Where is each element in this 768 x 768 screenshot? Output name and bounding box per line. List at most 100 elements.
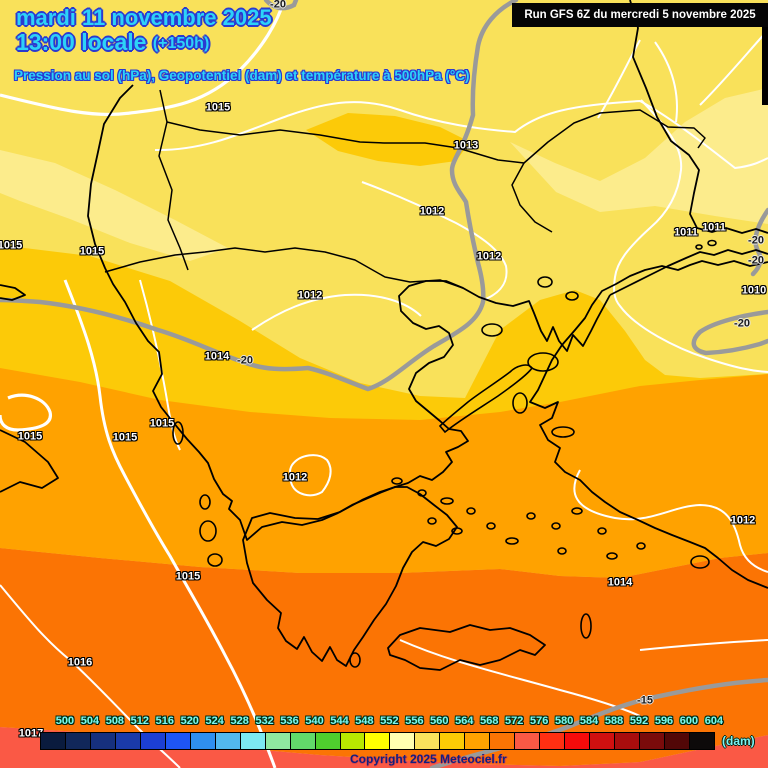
island-marmara-1 [707,239,717,247]
colorbar-cell [639,732,665,750]
isobar-1015-west-b [139,279,181,451]
temp500-label: -15 [637,694,653,707]
colorbar-cell [64,732,91,750]
coastlines [0,0,768,671]
island-cyclades-2 [417,489,427,497]
colorbar-cell [614,732,641,750]
colorbar-cell [264,732,291,750]
temp500-label: -20 [748,234,764,247]
coast-blacksea [629,0,768,234]
temp500-label: -20 [734,317,750,330]
colorbar-tick-label: 524 [205,715,224,727]
island-limnos [481,323,503,337]
coast-balkans-greece [87,84,611,541]
colorbar-cell [189,732,216,750]
isobar-1015-top [0,0,286,117]
copyright-label: Copyright 2025 Meteociel.fr [350,752,507,766]
island-samothraki [565,291,579,301]
pressure-label: 1011 [674,226,698,239]
colorbar-tick-label: 592 [629,715,649,727]
coast-crete [387,624,546,671]
colorbar-tick-label: 564 [455,715,474,727]
colorbar-tick-label: 560 [430,715,449,727]
colorbar-tick-label: 516 [155,715,174,727]
pressure-label: 1015 [17,430,43,443]
colorbar-tick-label: 520 [180,715,199,727]
temp500-label: -20 [237,354,253,367]
pressure-label: 1015 [149,417,175,430]
band-564-568 [0,368,768,578]
pressure-label: 1013 [453,139,479,152]
colorbar-tick-label: 580 [554,715,574,727]
band-560-564 [0,245,768,421]
inland-borders [104,89,706,289]
island-kefalonia [199,520,217,542]
island-cyclades-6 [451,527,463,535]
colorbar-cell [164,732,191,750]
forecast-offset: (+150h) [152,35,210,52]
colorbar-cell [464,732,491,750]
band-572-576 [0,727,768,768]
band-560-564-patch [306,113,470,166]
coast-italy-heel [0,429,59,493]
island-cyclades-1 [391,477,403,485]
colorbar-cell [114,732,141,750]
isobar-1012-southeast [573,469,768,573]
colorbar-cell [489,732,516,750]
map-subtitle: Pression au sol (hPa), Geopotentiel (dam… [14,68,470,83]
colorbar-tick-label: 528 [230,715,249,727]
isobar-1015-loop [0,393,52,432]
temp-line-minus20-main [0,0,519,392]
colorbar-cell [564,732,591,750]
border-serbia-bulgaria [166,121,385,144]
date-label: mardi 11 novembre 2025 [16,5,272,30]
isobar-1014-upper [154,99,768,170]
pressure-label: 1011 [702,221,726,234]
island-samos [551,426,575,438]
colorbar-cell [339,732,366,750]
colorbar-tick-label: 508 [105,715,125,727]
colorbar-cell [89,732,116,750]
island-evia [438,364,533,434]
temp500-label: -20 [270,0,286,11]
band-552-556-right [510,88,768,224]
island-thasos [537,276,553,288]
colorbar-tick-label: 568 [480,715,499,727]
coast-italy-gargano [0,284,26,301]
colorbar-tick-label: 536 [280,715,299,727]
colorbar-tick-label: 600 [679,715,699,727]
band-552-556-left [0,150,228,261]
island-cyclades-9 [526,512,536,520]
island-dodecanese-3 [557,547,567,555]
colorbar-tick-label: 572 [505,715,524,727]
pressure-label: 1012 [730,514,756,527]
colorbar-cell [314,732,341,750]
island-cyclades-5 [427,517,437,525]
run-info-text: Run GFS 6Z du mercredi 5 novembre 2025 [524,9,756,21]
island-dodecanese-4 [606,552,618,560]
island-corfu [172,421,184,445]
colorbar-cell [514,732,541,750]
coast-peloponnese [242,486,458,667]
isobar-1015-west-a [63,279,277,768]
colorbar-tick-label: 596 [654,715,674,727]
colorbar-tick-label: 552 [380,715,399,727]
pressure-label: 1014 [607,576,633,589]
island-cyclades-7 [486,522,496,530]
colorbar-cell [239,732,266,750]
isobar-1012-loop [288,454,332,497]
pressure-label: 1010 [741,284,767,297]
temp-line-minus20-top-blob [263,0,299,11]
pressure-label: 1012 [419,205,445,218]
island-cyclades-8 [505,537,519,545]
colorbar-cell [364,732,391,750]
isobar-1012-east [613,99,768,373]
island-zakynthos [207,553,223,567]
colorbar-tick-label: 584 [579,715,599,727]
isobar-1012-segment [251,293,422,331]
island-lefkada [199,494,211,510]
pressure-label: 1015 [112,431,138,444]
coast-turkey-west [529,260,768,589]
